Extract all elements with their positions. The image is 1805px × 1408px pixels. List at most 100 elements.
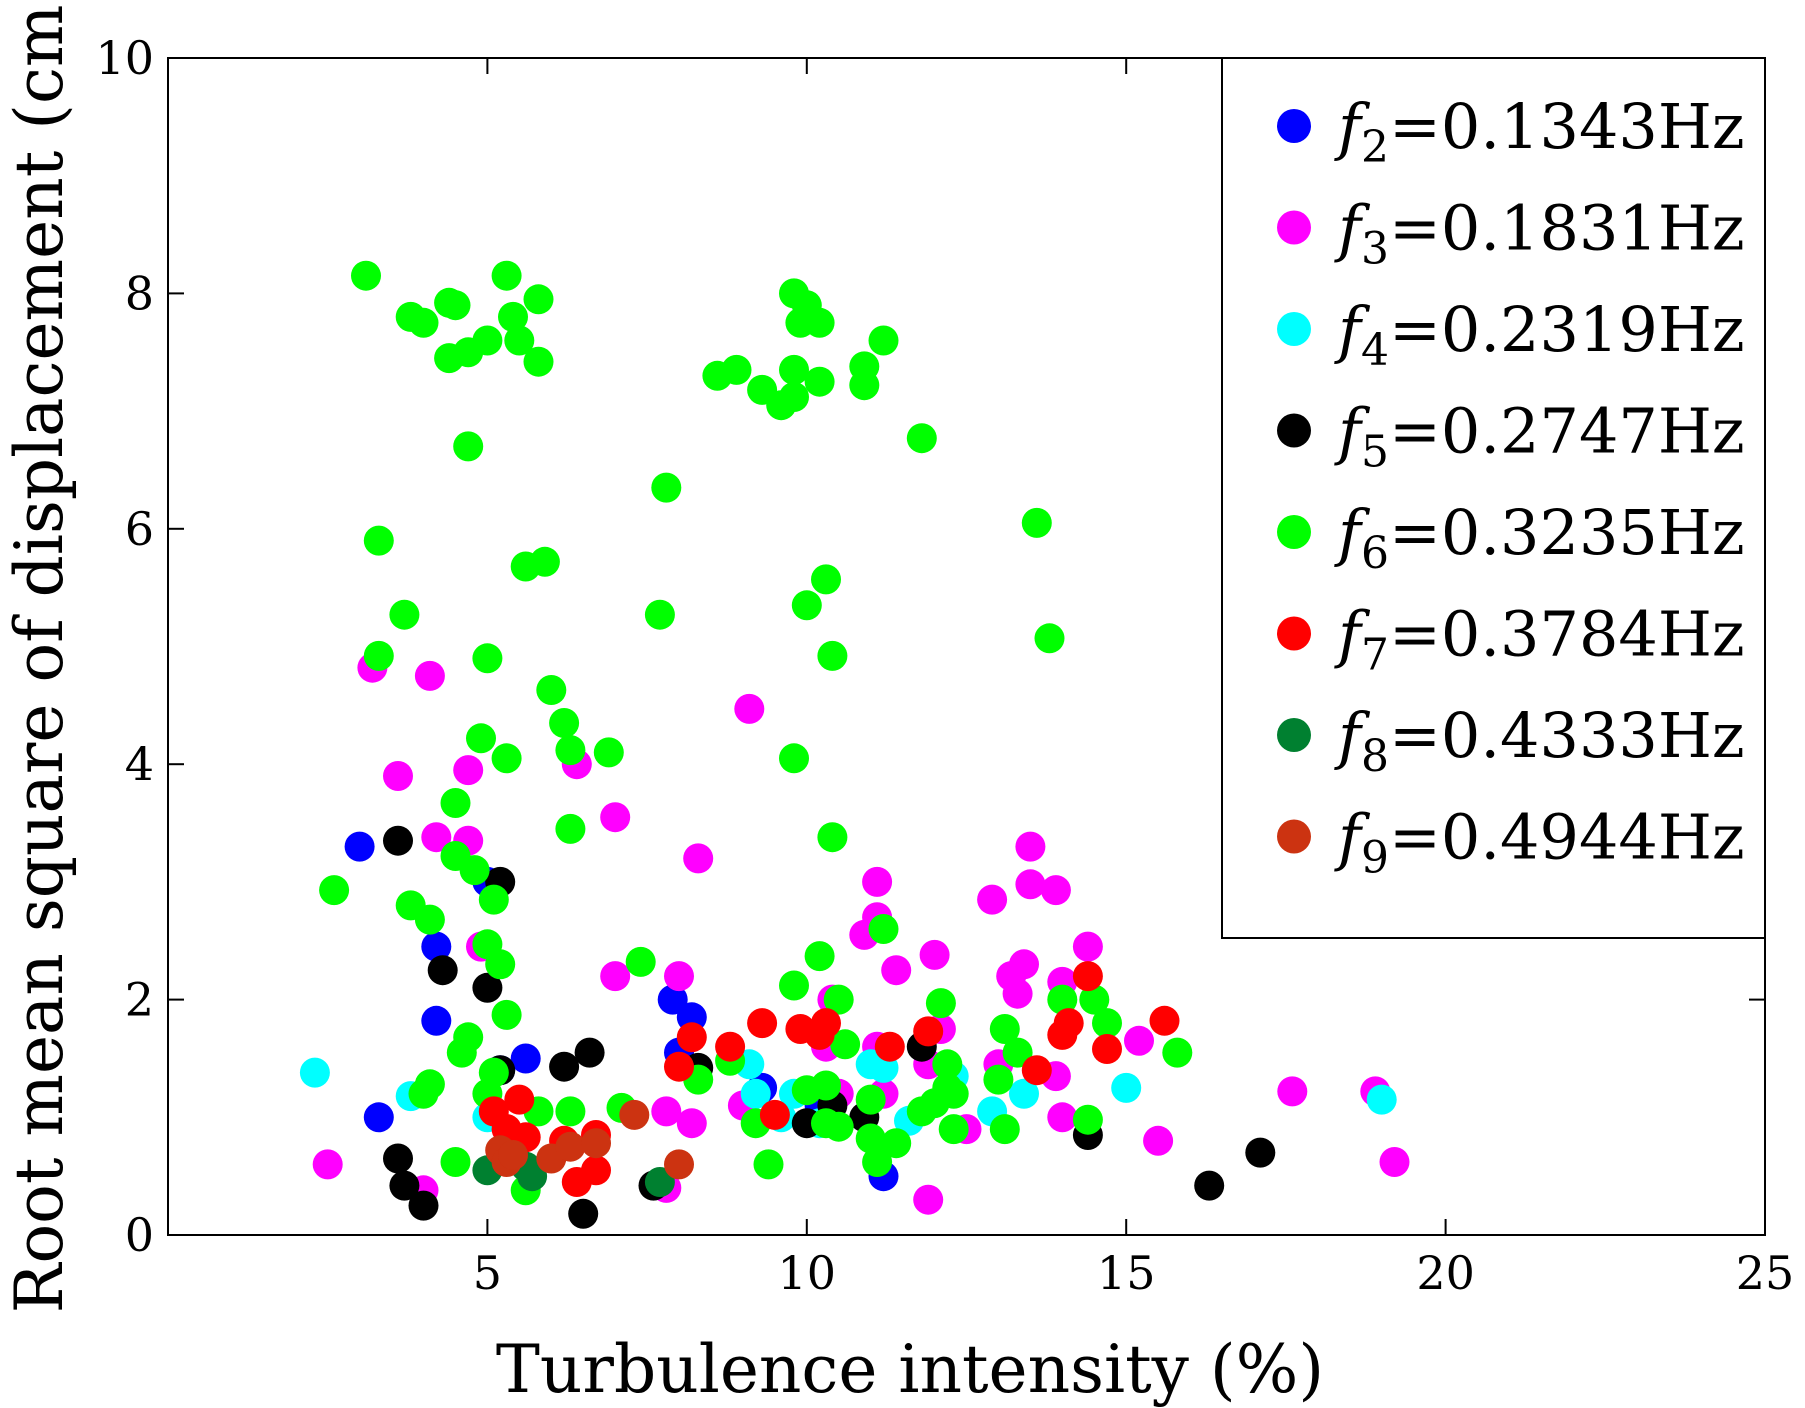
point-f3-29 (919, 939, 950, 970)
point-f3-44 (1072, 931, 1103, 962)
point-f6-49 (651, 472, 682, 503)
point-f7-6 (581, 1155, 611, 1186)
point-f6-56 (753, 1149, 784, 1180)
point-f6-36 (625, 946, 656, 977)
point-f6-90 (925, 988, 956, 1019)
legend-item-f4: f4=0.2319Hz (1277, 293, 1745, 376)
point-f4-15 (1366, 1084, 1397, 1115)
point-f6-68 (791, 590, 822, 621)
y-tick-label: 0 (125, 1208, 154, 1262)
point-f6-33 (478, 884, 509, 915)
x-tick-label: 15 (1097, 1246, 1156, 1300)
y-tick-label: 10 (95, 31, 154, 85)
point-f6-76 (830, 1029, 861, 1060)
point-f5-19 (1245, 1137, 1276, 1168)
point-f3-33 (977, 884, 1008, 915)
point-f9-7 (664, 1149, 694, 1180)
point-f6-72 (804, 941, 835, 972)
point-f3-5 (453, 755, 484, 786)
point-f6-66 (779, 743, 809, 774)
point-f6-21 (549, 708, 580, 738)
point-f6-23 (491, 743, 522, 774)
point-f3-31 (913, 1184, 944, 1215)
point-f6-32 (319, 875, 350, 906)
axes: 0 2 4 6 8 10 5 10 15 20 25 (95, 31, 1794, 1300)
point-f7-17 (913, 1016, 944, 1047)
point-f6-101 (1047, 984, 1078, 1015)
point-f6-37 (491, 999, 522, 1030)
legend-box (1221, 57, 1766, 939)
legend-label: f5=0.2747Hz (1334, 395, 1745, 478)
point-f7-8 (664, 1051, 694, 1082)
point-f5-3 (383, 825, 413, 856)
x-tick-label: 5 (473, 1246, 502, 1300)
legend-item-f7: f7=0.3784Hz (1277, 598, 1745, 681)
point-f6-104 (1092, 1008, 1122, 1039)
point-f7-10 (715, 1031, 746, 1062)
point-f5-2 (408, 1190, 439, 1221)
point-f6-103 (1079, 984, 1110, 1015)
point-f6-39 (446, 1037, 477, 1068)
legend-marker (1277, 109, 1311, 143)
point-f6-47 (555, 1096, 586, 1127)
point-f7-9 (676, 1022, 707, 1053)
point-f3-40 (1040, 875, 1071, 906)
point-f6-93 (938, 1078, 969, 1109)
point-f6-22 (555, 735, 586, 766)
legend-item-f8: f8=0.4333Hz (1277, 699, 1745, 782)
point-f4-4 (740, 1078, 771, 1109)
point-f6-97 (989, 1114, 1020, 1145)
point-f5-8 (549, 1051, 580, 1082)
point-f3-0 (312, 1149, 343, 1180)
point-f6-78 (823, 1111, 854, 1142)
point-f6-12 (523, 346, 554, 377)
legend-item-f6: f6=0.3235Hz (1277, 496, 1745, 579)
x-tick-label: 20 (1416, 1246, 1475, 1300)
point-f8-3 (644, 1167, 675, 1197)
legend-marker (1277, 515, 1311, 549)
point-f6-53 (721, 354, 752, 385)
point-f3-13 (651, 1096, 682, 1127)
point-f9-2 (498, 1140, 528, 1170)
point-f9-6 (619, 1099, 650, 1130)
point-f6-19 (472, 643, 503, 674)
point-f6-13 (453, 431, 484, 462)
point-f3-15 (676, 1108, 707, 1139)
y-tick-label: 8 (125, 266, 154, 320)
point-f3-46 (1143, 1125, 1174, 1156)
legend-marker (1277, 819, 1311, 854)
point-f6-84 (862, 1147, 893, 1177)
point-f7-21 (1072, 961, 1103, 992)
point-f6-82 (855, 1084, 886, 1115)
point-f6-80 (849, 370, 880, 401)
point-f6-71 (817, 822, 848, 853)
point-f2-6 (657, 984, 688, 1015)
legend-label: f3=0.1831Hz (1334, 192, 1745, 275)
point-f6-26 (440, 788, 471, 818)
point-f3-49 (1379, 1147, 1410, 1177)
y-axis-title: Root mean square of displacement (cm) (1, 0, 78, 1313)
legend-marker (1277, 413, 1311, 448)
point-f6-74 (811, 1070, 841, 1101)
point-f5-5 (472, 972, 503, 1003)
legend-marker (1277, 312, 1311, 346)
point-f3-3 (414, 660, 445, 691)
point-f3-27 (881, 955, 912, 986)
point-f6-59 (779, 354, 809, 385)
point-f6-83 (855, 1123, 886, 1154)
point-f3-14 (664, 961, 694, 992)
point-f3-39 (1015, 869, 1046, 900)
point-f6-60 (779, 382, 809, 412)
point-f8-2 (517, 1161, 548, 1192)
point-f6-94 (938, 1114, 969, 1145)
point-f5-0 (383, 1143, 413, 1174)
y-tick-label: 6 (125, 502, 154, 556)
point-f6-7 (472, 325, 503, 356)
point-f6-86 (881, 1128, 912, 1159)
point-f6-25 (466, 723, 496, 754)
legend-marker (1277, 210, 1311, 245)
y-tick-label: 2 (125, 973, 154, 1027)
point-f9-4 (555, 1131, 586, 1162)
legend-item-f2: f2=0.1343Hz (1277, 90, 1745, 173)
